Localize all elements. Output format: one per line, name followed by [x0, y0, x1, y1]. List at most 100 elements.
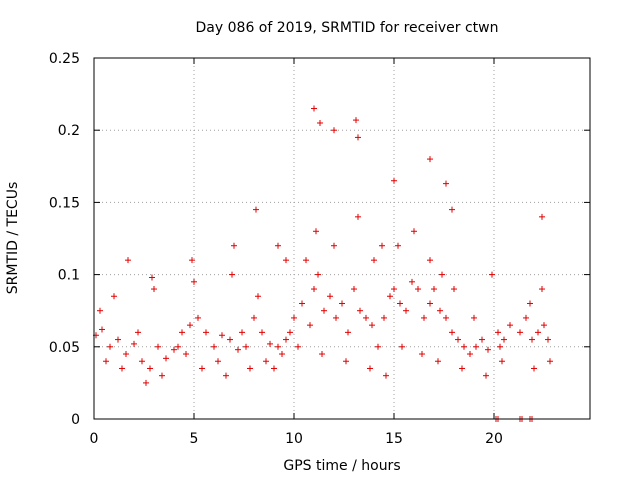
- data-point: [219, 332, 225, 339]
- data-point: [529, 336, 535, 343]
- data-point: [321, 307, 327, 314]
- data-point: [427, 156, 433, 163]
- data-point: [255, 293, 261, 300]
- data-point: [307, 322, 313, 329]
- data-point: [497, 343, 503, 350]
- data-point: [471, 314, 477, 321]
- data-point: [231, 242, 237, 249]
- data-point: [495, 329, 501, 336]
- data-point: [151, 286, 157, 293]
- x-tick-label: 20: [485, 431, 503, 447]
- data-point: [459, 365, 465, 372]
- data-point: [421, 314, 427, 321]
- data-point: [427, 257, 433, 264]
- data-point: [275, 343, 281, 350]
- data-point: [443, 180, 449, 187]
- data-point: [189, 257, 195, 264]
- data-point: [187, 322, 193, 329]
- x-tick-label: 0: [90, 431, 99, 447]
- data-point: [353, 117, 359, 124]
- data-point: [203, 329, 209, 336]
- data-point: [171, 346, 177, 353]
- data-point: [547, 358, 553, 365]
- chart-title: Day 086 of 2019, SRMTID for receiver ctw…: [196, 20, 499, 36]
- data-point: [455, 336, 461, 343]
- data-point: [229, 271, 235, 278]
- data-point: [183, 351, 189, 358]
- x-axis-label: GPS time / hours: [283, 458, 400, 474]
- data-point: [379, 242, 385, 249]
- data-point: [135, 329, 141, 336]
- data-point: [531, 365, 537, 372]
- data-point: [227, 336, 233, 343]
- data-point: [449, 329, 455, 336]
- data-point: [175, 343, 181, 350]
- data-point: [437, 307, 443, 314]
- data-point: [369, 322, 375, 329]
- data-point: [451, 286, 457, 293]
- data-point: [419, 351, 425, 358]
- data-point: [381, 314, 387, 321]
- data-point: [247, 365, 253, 372]
- data-point: [387, 293, 393, 300]
- data-point: [155, 343, 161, 350]
- data-point: [287, 329, 293, 336]
- data-point: [527, 300, 533, 307]
- data-point: [239, 329, 245, 336]
- data-point: [139, 358, 145, 365]
- x-tick-label: 15: [385, 431, 403, 447]
- data-point: [311, 286, 317, 293]
- data-point: [427, 300, 433, 307]
- data-point: [339, 300, 345, 307]
- data-point: [375, 343, 381, 350]
- data-point: [391, 177, 397, 184]
- data-point: [367, 365, 373, 372]
- y-axis-label: SRMTID / TECUs: [5, 182, 21, 295]
- data-point: [223, 372, 229, 379]
- data-point: [123, 351, 129, 358]
- data-point: [539, 286, 545, 293]
- data-point: [179, 329, 185, 336]
- data-point: [351, 286, 357, 293]
- data-point: [403, 307, 409, 314]
- data-point: [271, 365, 277, 372]
- data-point: [263, 358, 269, 365]
- data-point: [143, 379, 149, 386]
- data-point: [467, 351, 473, 358]
- data-point: [211, 343, 217, 350]
- data-point: [131, 340, 137, 347]
- data-point: [355, 134, 361, 141]
- data-point: [345, 329, 351, 336]
- data-point: [275, 242, 281, 249]
- data-point: [319, 351, 325, 358]
- data-point: [439, 271, 445, 278]
- data-point: [333, 314, 339, 321]
- data-point: [461, 343, 467, 350]
- data-point: [331, 127, 337, 134]
- data-point: [363, 314, 369, 321]
- data-point: [397, 300, 403, 307]
- y-axis: 0 0.05 0.1 0.15 0.2 0.25: [49, 51, 590, 428]
- data-point: [523, 314, 529, 321]
- y-tick-label: 0: [71, 412, 80, 428]
- data-point: [283, 257, 289, 264]
- data-point: [473, 343, 479, 350]
- data-point: [111, 293, 117, 300]
- data-point: [435, 358, 441, 365]
- data-point: [299, 300, 305, 307]
- data-point: [317, 119, 323, 126]
- x-axis: 0 5 10 15 20: [90, 58, 503, 447]
- data-point: [479, 336, 485, 343]
- data-point: [149, 274, 155, 281]
- data-point: [159, 372, 165, 379]
- data-point: [399, 343, 405, 350]
- data-point: [431, 286, 437, 293]
- data-point: [279, 351, 285, 358]
- data-point: [235, 346, 241, 353]
- y-tick-label: 0.25: [49, 51, 80, 67]
- data-point: [253, 206, 259, 213]
- data-point: [501, 336, 507, 343]
- data-point: [357, 307, 363, 314]
- data-point: [449, 206, 455, 213]
